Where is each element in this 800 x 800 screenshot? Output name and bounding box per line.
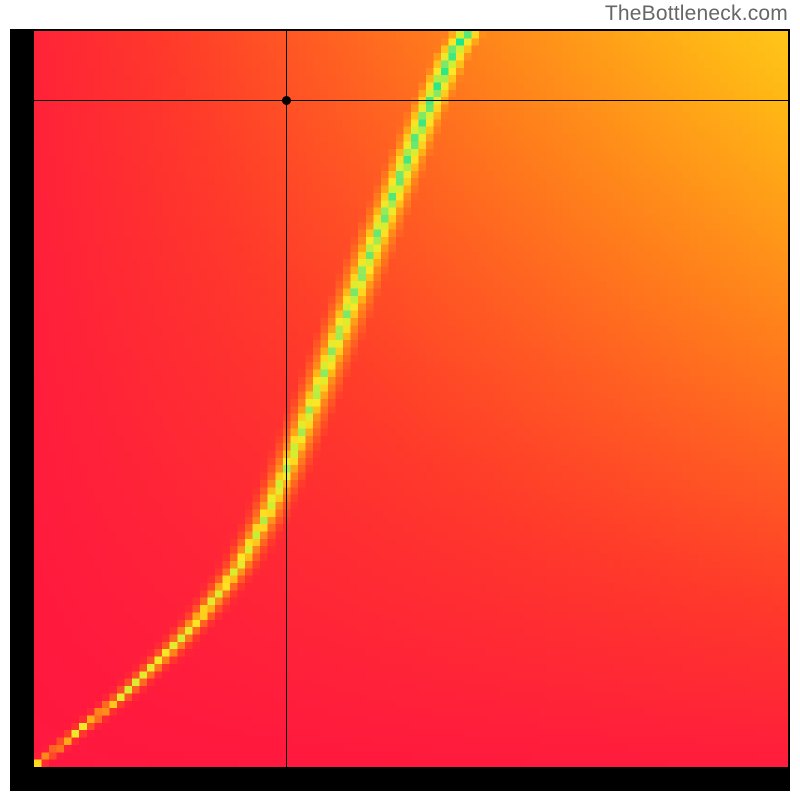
- bottleneck-heatmap: [34, 31, 788, 767]
- chart-plot-border: [10, 29, 790, 791]
- crosshair-marker-dot: [282, 96, 291, 105]
- chart-container: TheBottleneck.com: [0, 0, 800, 800]
- crosshair-vertical: [286, 31, 287, 767]
- crosshair-horizontal: [34, 100, 788, 101]
- watermark-text: TheBottleneck.com: [605, 2, 788, 26]
